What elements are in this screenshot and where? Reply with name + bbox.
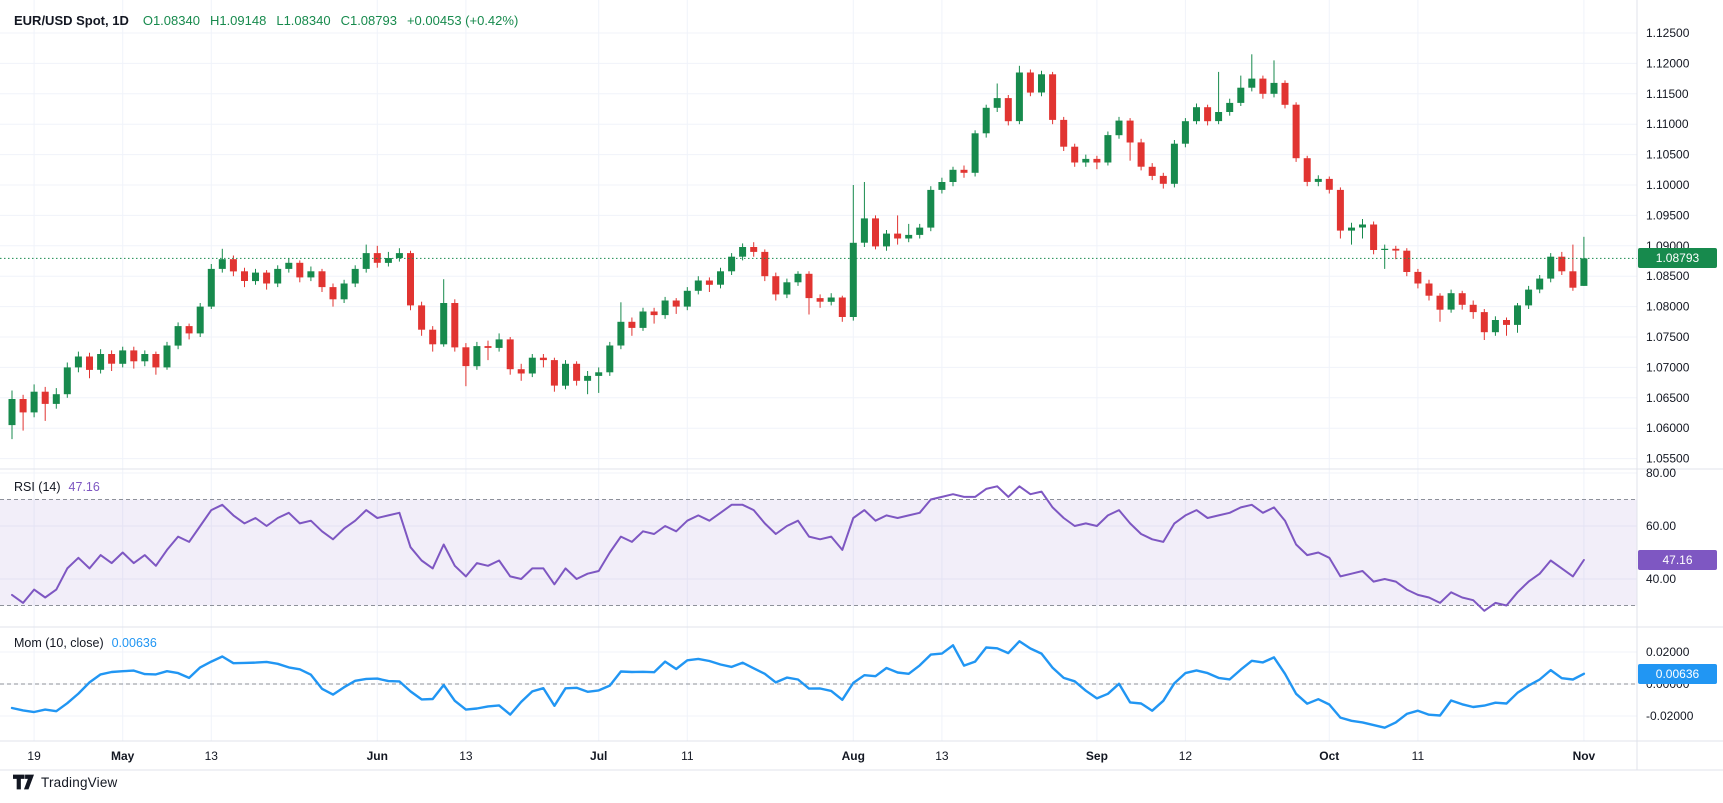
svg-text:0.02000: 0.02000	[1646, 645, 1690, 659]
svg-text:1.05500: 1.05500	[1646, 452, 1690, 466]
rsi-legend: RSI (14) 47.16	[14, 480, 100, 494]
svg-text:13: 13	[205, 749, 219, 763]
mom-legend: Mom (10, close) 0.00636	[14, 636, 157, 650]
rsi-value: 47.16	[68, 480, 100, 494]
tradingview-watermark-text: TradingView	[41, 774, 118, 790]
svg-text:Oct: Oct	[1319, 749, 1339, 763]
svg-text:Sep: Sep	[1086, 749, 1108, 763]
svg-text:1.10500: 1.10500	[1646, 148, 1690, 162]
svg-text:40.00: 40.00	[1646, 572, 1676, 586]
symbol-legend: EUR/USD Spot, 1D O1.08340 H1.09148 L1.08…	[14, 13, 518, 28]
ohlc-values: O1.08340 H1.09148 L1.08340 C1.08793 +0.0…	[143, 13, 518, 28]
svg-text:Aug: Aug	[842, 749, 865, 763]
svg-text:Nov: Nov	[1573, 749, 1596, 763]
svg-text:1.12000: 1.12000	[1646, 56, 1690, 70]
rsi-scale[interactable]: 80.00 60.00 40.00	[1646, 466, 1676, 586]
svg-text:1.08500: 1.08500	[1646, 269, 1690, 283]
svg-text:1.08000: 1.08000	[1646, 300, 1690, 314]
rsi-value-badge: 47.16	[1638, 550, 1717, 570]
symbol-title[interactable]: EUR/USD Spot, 1D	[14, 13, 129, 28]
svg-text:1.11000: 1.11000	[1646, 117, 1689, 131]
svg-text:1.10000: 1.10000	[1646, 178, 1690, 192]
svg-text:80.00: 80.00	[1646, 466, 1676, 480]
svg-text:1.12500: 1.12500	[1646, 26, 1690, 40]
mom-value: 0.00636	[111, 636, 157, 650]
rsi-band	[0, 499, 1637, 606]
svg-text:13: 13	[935, 749, 949, 763]
candlestick-series[interactable]	[8, 54, 1588, 440]
svg-text:1.07500: 1.07500	[1646, 330, 1690, 344]
rsi-label[interactable]: RSI (14)	[14, 480, 61, 494]
low-value: L1.08340	[276, 13, 331, 28]
time-scale[interactable]: 19 May 13 Jun 13 Jul 11 Aug 13 Sep 12 Oct 11 Nov	[27, 749, 1595, 763]
open-value: O1.08340	[142, 13, 200, 28]
svg-text:1.11500: 1.11500	[1646, 87, 1689, 101]
close-value: C1.08793	[340, 13, 397, 28]
svg-text:1.09500: 1.09500	[1646, 208, 1690, 222]
svg-text:12: 12	[1179, 749, 1193, 763]
svg-text:1.06500: 1.06500	[1646, 391, 1690, 405]
svg-text:19: 19	[27, 749, 41, 763]
mom-value-badge: 0.00636	[1638, 663, 1717, 684]
high-value: H1.09148	[209, 13, 267, 28]
svg-text:60.00: 60.00	[1646, 519, 1676, 533]
svg-text:13: 13	[459, 749, 473, 763]
change-value: +0.00453 (+0.42%)	[406, 13, 519, 28]
svg-text:11: 11	[681, 749, 694, 763]
price-scale[interactable]: 1.12500 1.12000 1.11500 1.11000 1.10500 1.100…	[1646, 26, 1690, 466]
svg-text:1.07000: 1.07000	[1646, 360, 1690, 374]
svg-text:-0.02000: -0.02000	[1646, 709, 1694, 723]
tradingview-watermark[interactable]: TradingView	[13, 774, 118, 790]
svg-text:May: May	[111, 749, 135, 763]
svg-text:1.06000: 1.06000	[1646, 421, 1690, 435]
mom-line[interactable]	[10, 640, 1586, 729]
svg-text:Jun: Jun	[367, 749, 388, 763]
grid-lines	[0, 0, 1637, 741]
last-price-badge: 1.08793	[1638, 248, 1717, 269]
tradingview-logo-icon[interactable]	[13, 774, 34, 790]
svg-text:11: 11	[1412, 749, 1425, 763]
mom-label[interactable]: Mom (10, close)	[14, 636, 104, 650]
rsi-line[interactable]	[11, 485, 1585, 612]
panel-dividers	[0, 0, 1723, 771]
svg-text:Jul: Jul	[590, 749, 607, 763]
